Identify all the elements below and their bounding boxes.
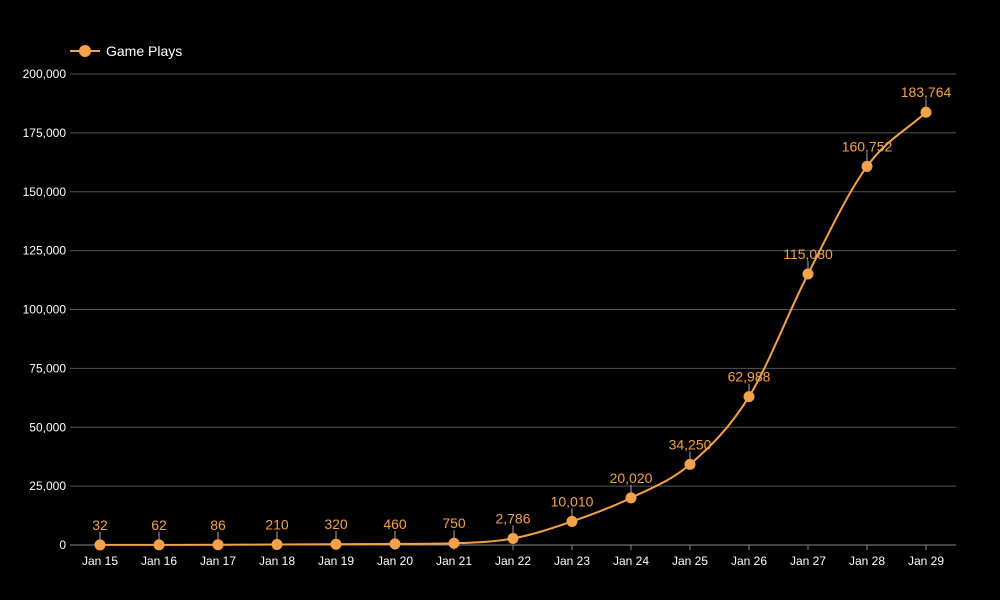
data-label: 62,988 (728, 369, 771, 385)
data-label: 62 (151, 517, 167, 533)
x-tick-label: Jan 29 (908, 554, 944, 568)
y-tick-label: 75,000 (29, 361, 66, 375)
x-tick-label: Jan 20 (377, 554, 413, 568)
data-label: 10,010 (551, 493, 594, 509)
data-label: 86 (210, 517, 226, 533)
data-point (802, 268, 814, 280)
y-tick-label: 175,000 (23, 126, 67, 140)
data-label: 750 (442, 515, 466, 531)
x-tick-label: Jan 24 (613, 554, 649, 568)
x-tick-label: Jan 15 (82, 554, 118, 568)
data-label: 32 (92, 517, 108, 533)
x-tick-label: Jan 26 (731, 554, 767, 568)
data-point (861, 160, 873, 172)
data-label: 460 (383, 516, 407, 532)
data-point (448, 537, 460, 549)
data-label: 115,080 (783, 246, 833, 262)
x-tick-label: Jan 22 (495, 554, 531, 568)
data-point (271, 539, 283, 551)
data-label: 320 (324, 516, 348, 532)
data-label: 160,752 (842, 138, 893, 154)
series-line-game-plays (99, 111, 927, 546)
legend: Game Plays (70, 40, 182, 62)
data-label: 210 (265, 517, 289, 533)
x-tick-label: Jan 28 (849, 554, 885, 568)
x-tick-label: Jan 27 (790, 554, 826, 568)
y-tick-label: 125,000 (23, 244, 67, 258)
y-tick-label: 50,000 (29, 420, 66, 434)
data-point (153, 539, 165, 551)
x-tick-label: Jan 21 (436, 554, 472, 568)
x-tick-label: Jan 19 (318, 554, 354, 568)
data-label: 34,250 (669, 436, 712, 452)
legend-swatch (70, 40, 100, 62)
y-tick-label: 25,000 (29, 479, 66, 493)
y-tick-label: 0 (59, 538, 66, 552)
y-tick-label: 100,000 (23, 303, 67, 317)
data-point (94, 539, 106, 551)
data-point (684, 458, 696, 470)
data-label: 183,764 (901, 84, 952, 100)
data-point (625, 492, 637, 504)
legend-label: Game Plays (106, 43, 183, 59)
data-point (330, 538, 342, 550)
x-tick-label: Jan 23 (554, 554, 590, 568)
x-tick-label: Jan 25 (672, 554, 708, 568)
x-tick-label: Jan 18 (259, 554, 295, 568)
y-tick-label: 200,000 (23, 67, 67, 81)
data-point (507, 532, 519, 544)
data-point (566, 515, 578, 527)
data-label: 20,020 (610, 470, 653, 486)
data-point (920, 106, 932, 118)
x-tick-label: Jan 16 (141, 554, 177, 568)
x-tick-label: Jan 17 (200, 554, 236, 568)
data-point (743, 391, 755, 403)
data-point (389, 538, 401, 550)
data-label: 2,786 (495, 510, 530, 526)
data-point (212, 539, 224, 551)
y-tick-label: 150,000 (23, 185, 67, 199)
